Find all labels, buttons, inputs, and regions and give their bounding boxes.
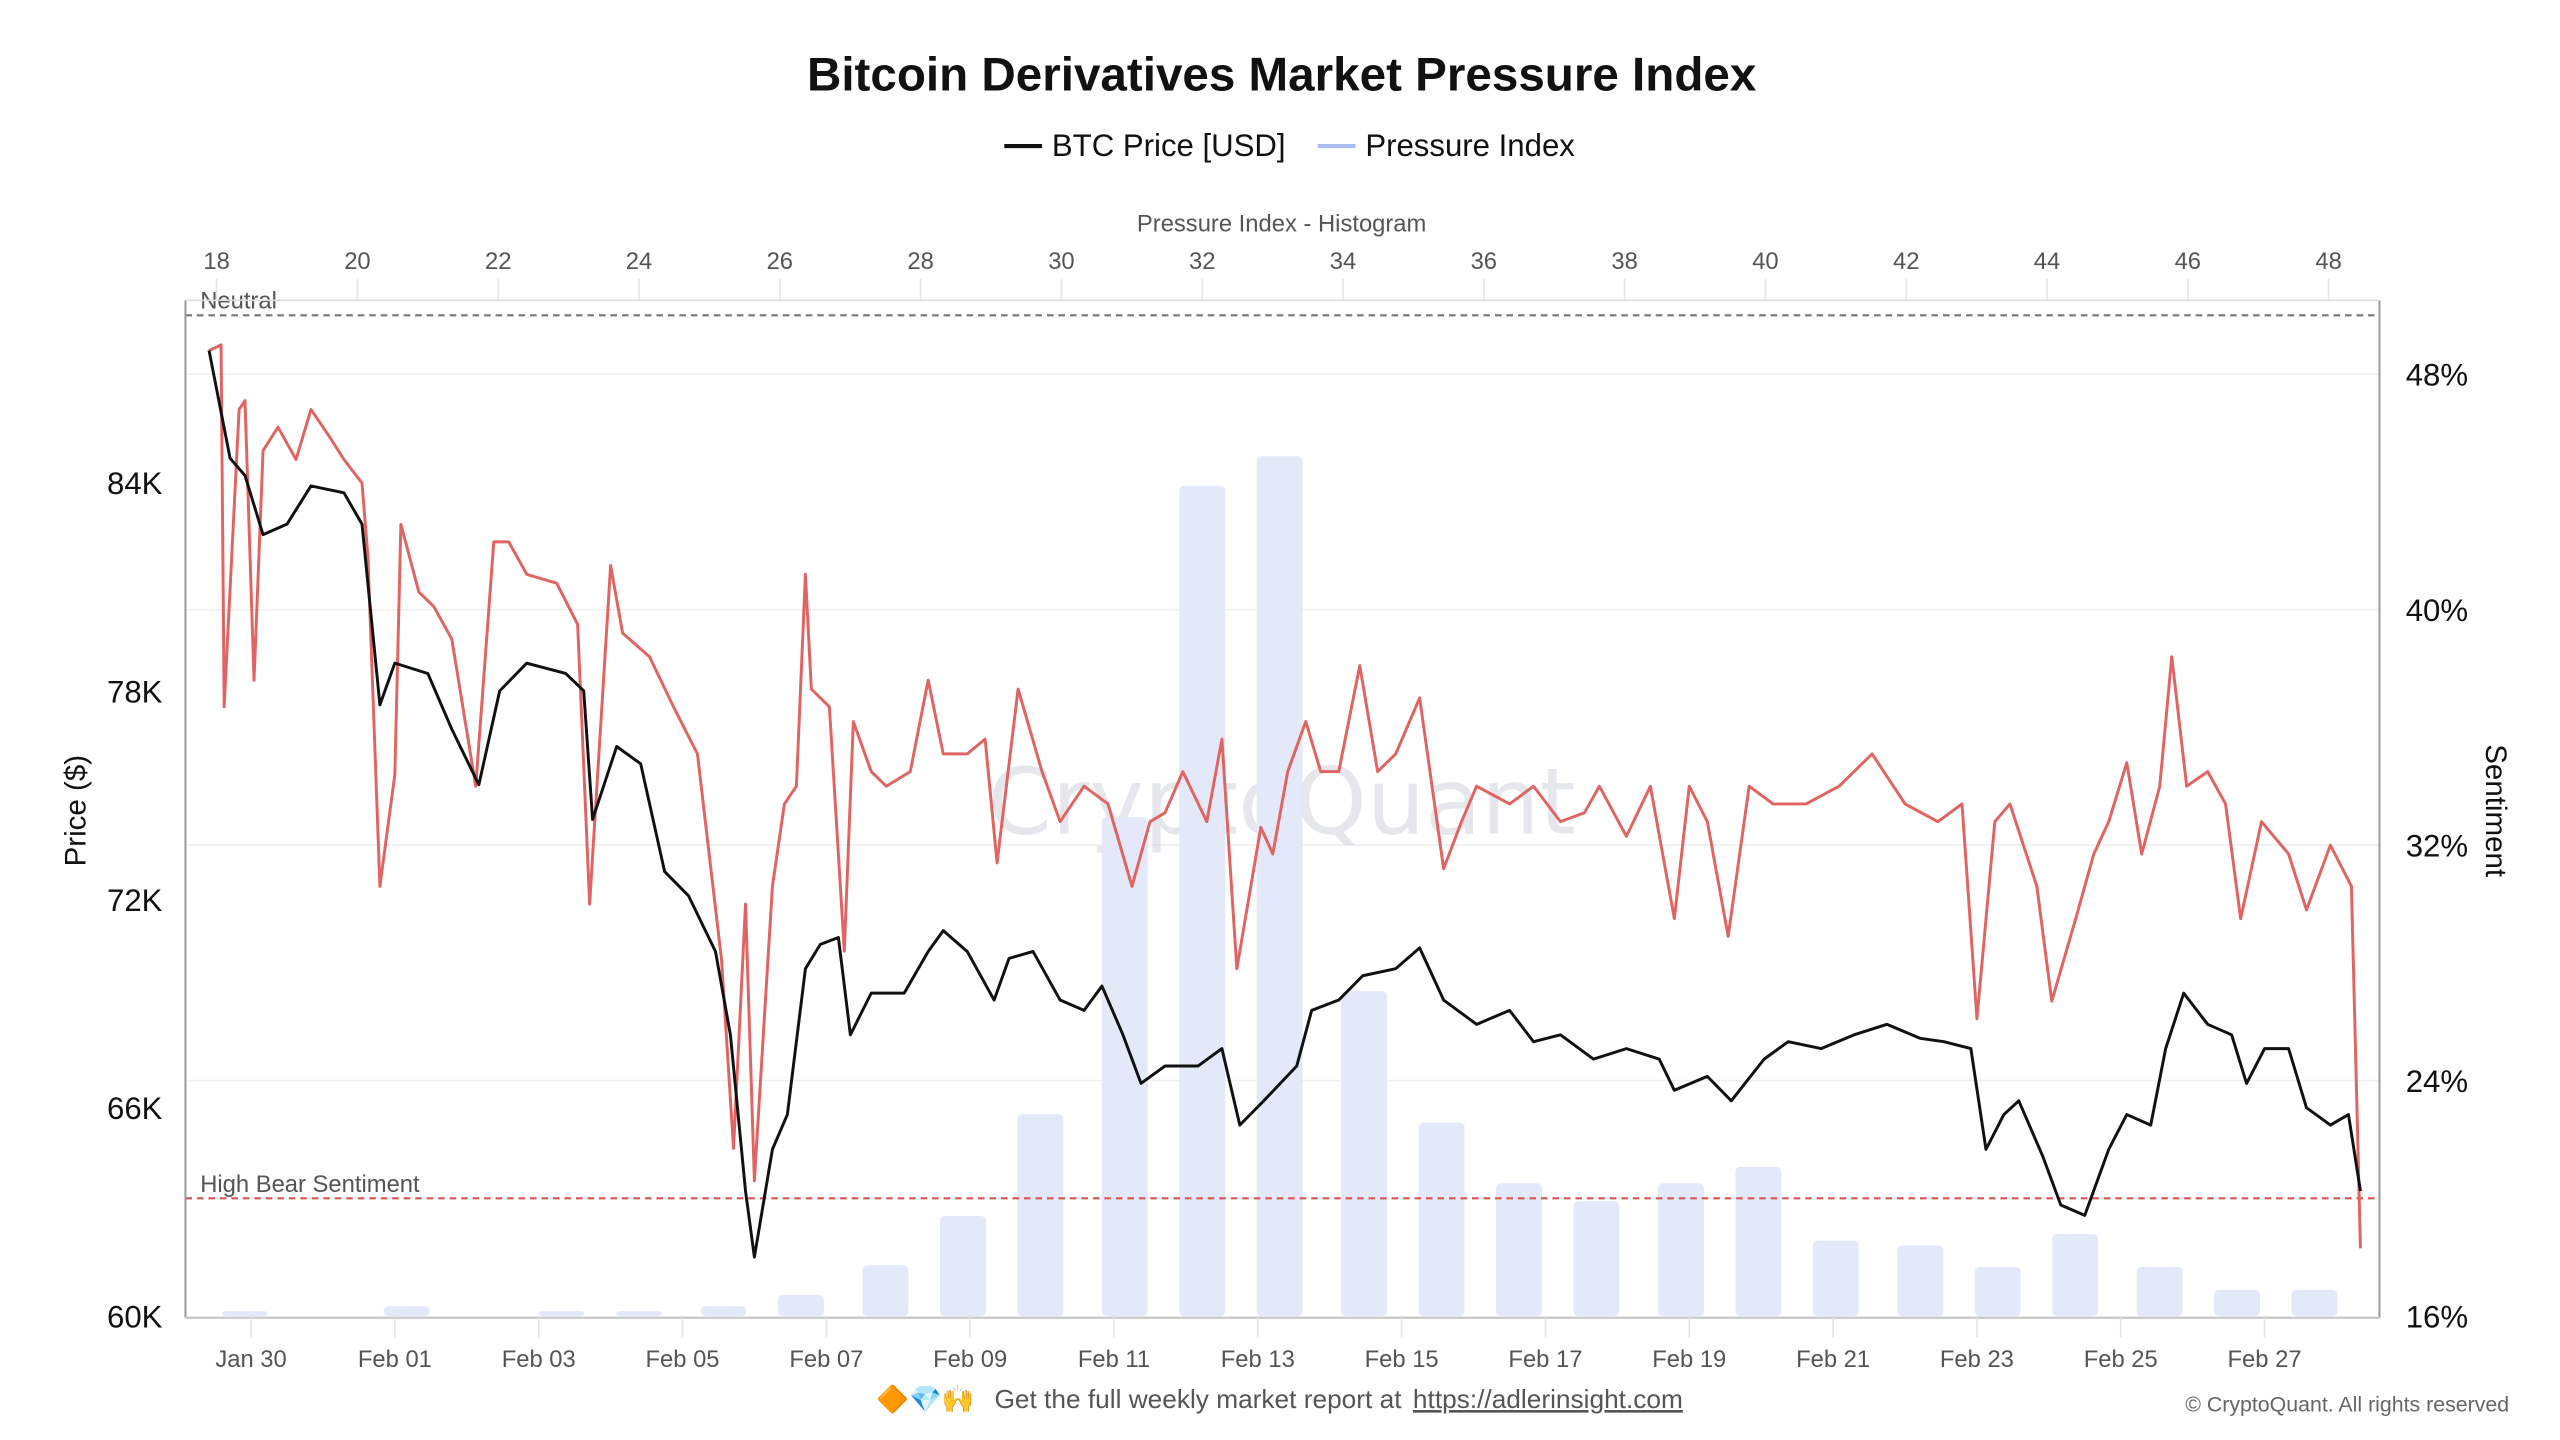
x-axis-tick-label: Feb 11 xyxy=(1078,1346,1150,1373)
right-axis-tick-label: 48% xyxy=(2406,358,2468,393)
histogram-bar xyxy=(221,1311,268,1317)
right-axis: 16% 24% 32% 40% 48% xyxy=(2406,358,2468,1335)
left-axis-tick-label: 78K xyxy=(107,674,163,709)
left-axis-title: Price ($) xyxy=(59,755,92,867)
left-axis: 60K 66K 72K 78K 84K xyxy=(107,466,163,1335)
top-axis-tick-label: 30 xyxy=(1048,248,1074,275)
top-axis-tick-label: 48 xyxy=(2315,248,2341,275)
x-axis-tick-label: Feb 15 xyxy=(1365,1346,1439,1373)
x-axis: Jan 30 Feb 01 Feb 03 Feb 05 Feb 07 Feb 09 Feb … xyxy=(215,1317,2302,1373)
chart-title: Bitcoin Derivatives Market Pressure Inde… xyxy=(807,48,1757,101)
histogram-bar xyxy=(2214,1289,2261,1317)
x-axis-tick-label: Feb 19 xyxy=(1652,1346,1726,1373)
pressure-index-line xyxy=(208,343,2362,1249)
histogram-bar xyxy=(1496,1183,1542,1317)
histogram-bar xyxy=(1418,1122,1465,1317)
histogram-bar xyxy=(1179,485,1226,1317)
histogram-bar xyxy=(939,1216,986,1317)
histogram-bar xyxy=(1101,817,1148,1317)
histogram-bar xyxy=(1897,1245,1944,1317)
legend-label-btc: BTC Price [USD] xyxy=(1052,128,1286,163)
histogram-bar xyxy=(2291,1289,2338,1317)
right-axis-tick-label: 24% xyxy=(2406,1064,2468,1099)
neutral-label: Neutral xyxy=(200,288,277,315)
top-axis-title: Pressure Index - Histogram xyxy=(1137,210,1426,237)
right-axis-title: Sentiment xyxy=(2479,744,2512,877)
x-axis-tick-label: Feb 17 xyxy=(1508,1346,1582,1373)
copyright: © CryptoQuant. All rights reserved xyxy=(2185,1392,2509,1416)
histogram-bar xyxy=(777,1294,824,1317)
high-bear-label: High Bear Sentiment xyxy=(200,1171,420,1198)
promo-link[interactable]: https://adlerinsight.com xyxy=(1413,1384,1683,1414)
histogram-bar xyxy=(383,1306,430,1317)
histogram-bar xyxy=(1812,1240,1859,1317)
x-axis-tick-label: Feb 25 xyxy=(2084,1346,2158,1373)
histogram-bar xyxy=(1974,1266,2021,1317)
histogram-bar xyxy=(616,1311,662,1317)
top-axis-tick-label: 34 xyxy=(1330,248,1356,275)
top-axis-tick-label: 28 xyxy=(907,248,933,275)
right-axis-tick-label: 32% xyxy=(2406,829,2468,864)
x-axis-tick-label: Feb 01 xyxy=(358,1346,432,1373)
btc-price-line xyxy=(207,350,2362,1259)
x-axis-tick-label: Feb 07 xyxy=(789,1346,863,1373)
footer-promo: 🔶💎🙌 Get the full weekly market report at… xyxy=(876,1384,1683,1415)
histogram-bar xyxy=(1735,1166,1782,1317)
histogram-bars xyxy=(221,456,2338,1317)
promo-text: Get the full weekly market report at xyxy=(994,1384,1402,1414)
histogram-bar xyxy=(1341,991,1388,1317)
left-axis-tick-label: 66K xyxy=(107,1091,163,1126)
top-axis-tick-label: 26 xyxy=(767,248,793,275)
top-axis: 18 20 22 24 26 28 30 32 34 36 38 40 42 44 46 48 xyxy=(203,248,2342,301)
legend-item-btc-price[interactable]: BTC Price [USD] xyxy=(1004,128,1286,163)
x-axis-tick-label: Feb 21 xyxy=(1796,1346,1870,1373)
top-axis-tick-label: 42 xyxy=(1893,248,1919,275)
x-axis-tick-label: Feb 13 xyxy=(1221,1346,1295,1373)
legend-item-pressure-index[interactable]: Pressure Index xyxy=(1317,128,1576,163)
histogram-bar xyxy=(1657,1183,1704,1317)
top-axis-tick-label: 18 xyxy=(203,248,229,275)
x-axis-tick-label: Jan 30 xyxy=(215,1346,286,1373)
x-axis-tick-label: Feb 05 xyxy=(646,1346,720,1373)
left-axis-tick-label: 72K xyxy=(107,883,163,918)
top-axis-tick-label: 46 xyxy=(2175,248,2201,275)
top-axis-tick-label: 44 xyxy=(2034,248,2060,275)
top-axis-tick-label: 20 xyxy=(344,248,370,275)
histogram-bar xyxy=(2052,1234,2099,1317)
x-axis-tick-label: Feb 03 xyxy=(502,1346,576,1373)
histogram-bar xyxy=(2136,1266,2183,1317)
top-axis-tick-label: 24 xyxy=(626,248,652,275)
top-axis-tick-label: 38 xyxy=(1611,248,1637,275)
top-axis-tick-label: 40 xyxy=(1752,248,1778,275)
top-axis-tick-label: 32 xyxy=(1189,248,1215,275)
right-axis-tick-label: 16% xyxy=(2406,1300,2468,1335)
legend: BTC Price [USD] Pressure Index xyxy=(1004,128,1575,163)
histogram-bar xyxy=(1573,1201,1620,1317)
histogram-bar xyxy=(1256,456,1303,1317)
left-axis-tick-label: 60K xyxy=(107,1300,163,1335)
histogram-bar xyxy=(700,1306,747,1317)
histogram-bar xyxy=(538,1311,585,1317)
right-axis-tick-label: 40% xyxy=(2406,593,2468,628)
threshold-lines: Neutral High Bear Sentiment xyxy=(185,288,2380,1200)
promo-emoji: 🔶💎🙌 xyxy=(876,1384,974,1415)
left-axis-tick-label: 84K xyxy=(107,466,163,501)
legend-label-pressure: Pressure Index xyxy=(1365,128,1575,163)
x-axis-tick-label: Feb 23 xyxy=(1940,1346,2014,1373)
histogram-bar xyxy=(862,1265,909,1317)
top-axis-tick-label: 22 xyxy=(485,248,511,275)
histogram-bar xyxy=(1017,1114,1064,1317)
x-axis-tick-label: Feb 27 xyxy=(2228,1346,2302,1373)
x-axis-tick-label: Feb 09 xyxy=(933,1346,1007,1373)
top-axis-tick-label: 36 xyxy=(1471,248,1497,275)
